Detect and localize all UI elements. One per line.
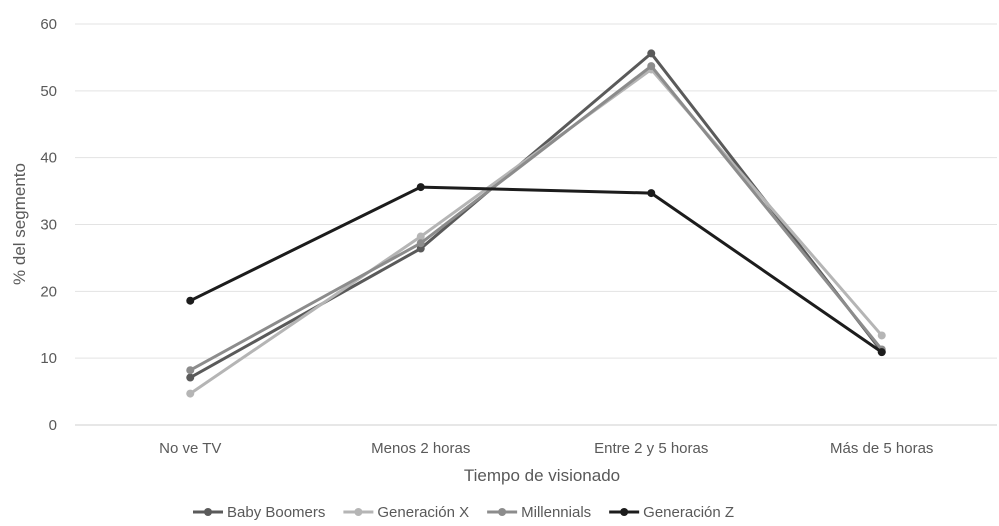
series-line: [189, 67, 883, 395]
x-tick-label: Entre 2 y 5 horas: [594, 440, 708, 457]
x-tick-label: No ve TV: [159, 440, 221, 457]
data-point: [416, 183, 425, 192]
data-point: [647, 189, 656, 198]
legend-label: Generación X: [377, 504, 469, 521]
data-point: [186, 296, 195, 305]
data-point: [877, 331, 886, 340]
series-lines: [186, 49, 886, 398]
y-tick-label: 50: [40, 83, 57, 100]
y-tick-label: 40: [40, 150, 57, 167]
legend-item: Generación X: [343, 504, 469, 521]
x-tick-labels: No ve TV Menos 2 horas Entre 2 y 5 horas Má…: [159, 440, 933, 457]
legend-swatch-marker: [620, 508, 629, 516]
legend-swatch-marker: [498, 508, 507, 516]
data-point: [186, 373, 195, 382]
series-generaci-n-z: [186, 183, 886, 357]
legend-swatch-marker: [204, 508, 212, 516]
x-tick-label: Más de 5 horas: [830, 440, 933, 457]
data-point: [186, 389, 195, 398]
series-line: [189, 64, 883, 372]
y-tick-label: 30: [40, 217, 57, 234]
y-tick-labels: 0 10 20 30 40 50 60: [40, 16, 57, 434]
series-line: [189, 185, 883, 354]
y-tick-label: 0: [49, 417, 57, 434]
legend-label: Generación Z: [643, 504, 734, 521]
y-axis-title: % del segmento: [10, 163, 29, 285]
y-tick-label: 60: [40, 16, 57, 33]
data-point: [416, 239, 425, 248]
data-point: [647, 62, 656, 71]
data-point: [877, 348, 886, 357]
y-tick-label: 10: [40, 350, 57, 367]
legend: Baby Boomers Generación X Millennials Gener…: [193, 504, 734, 521]
data-point: [186, 366, 195, 375]
data-point: [416, 232, 425, 241]
legend-label: Millennials: [521, 504, 591, 521]
legend-swatch-marker: [354, 508, 363, 516]
legend-item: Baby Boomers: [193, 504, 325, 521]
y-tick-label: 20: [40, 283, 57, 300]
gridlines: [75, 23, 997, 426]
data-point: [647, 49, 656, 58]
legend-item: Generación Z: [609, 504, 734, 521]
legend-label: Baby Boomers: [227, 504, 325, 521]
legend-item: Millennials: [487, 504, 591, 521]
series-generaci-n-x: [186, 65, 886, 398]
series-baby-boomers: [186, 49, 886, 382]
x-tick-label: Menos 2 horas: [371, 440, 470, 457]
x-axis-title: Tiempo de visionado: [464, 466, 620, 485]
